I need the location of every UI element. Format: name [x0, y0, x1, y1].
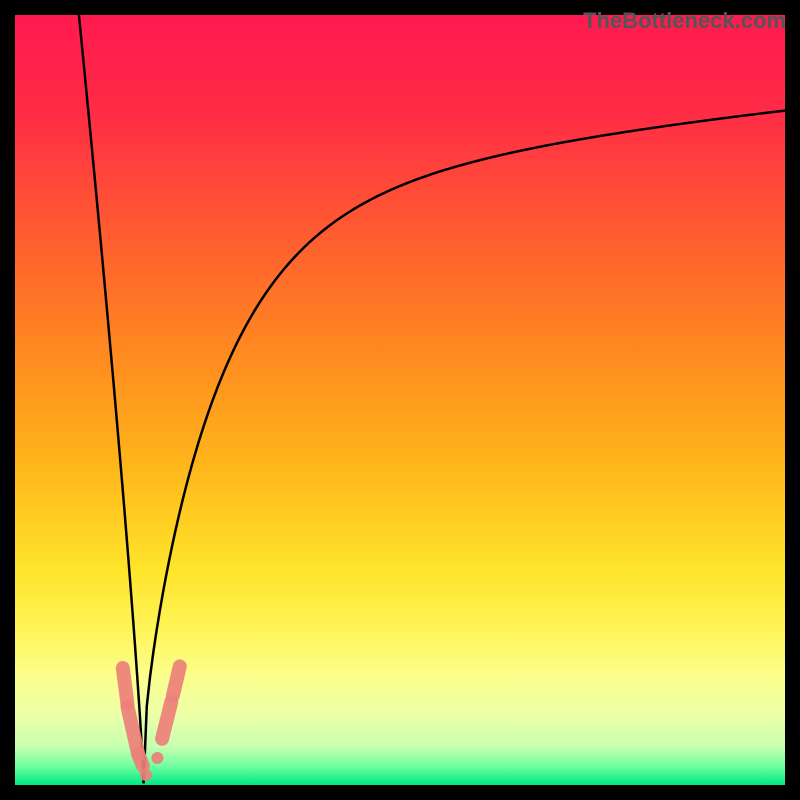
marker-dot	[140, 769, 152, 781]
gradient-background	[15, 15, 785, 785]
marker-dot	[151, 752, 163, 764]
marker-capsule	[173, 666, 180, 695]
chart-stage: TheBottleneck.com	[0, 0, 800, 800]
marker-capsule	[138, 754, 143, 766]
marker-capsule	[123, 668, 128, 703]
marker-capsule	[162, 702, 171, 739]
plot-svg	[15, 15, 785, 785]
watermark-text: TheBottleneck.com	[583, 8, 786, 34]
